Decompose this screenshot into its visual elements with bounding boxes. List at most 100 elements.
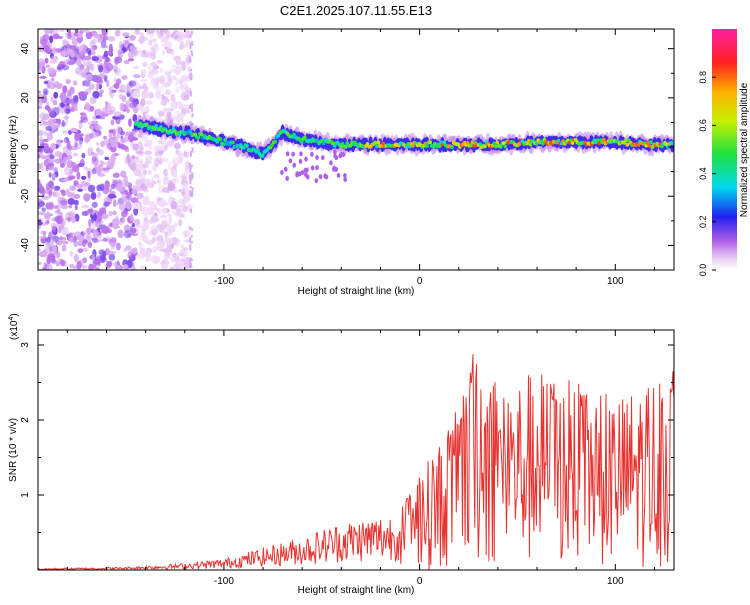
spectrogram-noise-blob bbox=[42, 143, 49, 152]
spectrogram-noise-blob bbox=[105, 62, 114, 72]
spectrogram-noise-streak bbox=[190, 192, 193, 197]
spectrogram-noise-blob bbox=[139, 85, 145, 89]
spectrogram-noise-blob bbox=[132, 114, 138, 123]
spectrogram-noise-blob bbox=[38, 179, 41, 186]
spectrogram-noise-blob bbox=[118, 40, 123, 50]
spectrogram-noise-blob bbox=[96, 142, 100, 146]
spectrogram-noise-blob bbox=[133, 87, 140, 95]
spectrogram-ridge-core bbox=[534, 141, 539, 146]
spectrogram-noise-blob bbox=[156, 86, 164, 92]
spectrogram-noise-blob bbox=[164, 89, 171, 96]
spectrogram-noise-blob bbox=[59, 92, 66, 102]
spectrogram-ridge-core bbox=[148, 125, 152, 129]
spectrogram-noise-blob bbox=[38, 185, 43, 194]
spectrogram-noise-blob bbox=[143, 36, 149, 41]
spectrogram-noise-blob bbox=[178, 103, 185, 111]
spectrogram-noise-blob bbox=[128, 80, 137, 87]
spectrogram-noise-blob bbox=[91, 254, 96, 261]
spectrogram-ridge-core bbox=[625, 142, 630, 147]
spectrogram-noise-blob bbox=[66, 140, 71, 149]
spectrogram-noise-blob bbox=[163, 249, 172, 256]
spectrogram-noise-blob bbox=[185, 52, 190, 61]
spectrogram-noise-blob bbox=[145, 258, 149, 262]
spectrogram-ridge-core bbox=[215, 139, 220, 144]
spectrogram-noise-blob bbox=[173, 175, 180, 184]
spectrogram-noise-streak bbox=[189, 104, 192, 109]
spectrogram-noise-blob bbox=[39, 236, 46, 239]
spectrogram-ridge-core bbox=[152, 127, 157, 131]
spectrogram-noise-blob bbox=[183, 247, 189, 251]
spectrogram-noise-blob bbox=[161, 50, 165, 56]
spectrogram-ridge-core bbox=[527, 138, 531, 143]
spectrogram-x-axis-label: Height of straight line (km) bbox=[298, 286, 415, 297]
spectrogram-noise-blob bbox=[101, 213, 109, 220]
spectrogram-noise-blob bbox=[106, 250, 113, 254]
spectrogram-noise-blob bbox=[95, 76, 103, 84]
spectrogram-noise-blob bbox=[91, 238, 99, 244]
spectrogram-ridge-tail bbox=[315, 155, 319, 160]
spectrogram-noise-blob bbox=[59, 109, 67, 114]
spectrogram-noise-blob bbox=[156, 145, 164, 151]
spectrogram-noise-blob bbox=[121, 193, 126, 203]
spectrogram-noise-streak bbox=[190, 50, 193, 55]
spectrogram-ridge-core bbox=[501, 141, 506, 146]
colorbar-tick-label: 0.2 bbox=[698, 216, 708, 229]
spectrogram-noise-blob bbox=[172, 189, 180, 193]
colorbar-tick-label: 0.8 bbox=[698, 71, 708, 84]
spectrogram-ridge-tail bbox=[332, 166, 336, 172]
spectrogram-ridge-core bbox=[321, 141, 326, 146]
spectrogram-noise-blob bbox=[140, 98, 146, 107]
spectrogram-noise-blob bbox=[171, 210, 175, 215]
spectrogram-noise-blob bbox=[108, 253, 116, 261]
spectrogram-noise-blob bbox=[115, 202, 120, 206]
spectrogram-noise-blob bbox=[119, 84, 127, 92]
spectrogram-noise-blob bbox=[145, 100, 153, 105]
spectrogram-noise-blob bbox=[119, 203, 126, 211]
spectrogram-noise-blob bbox=[169, 68, 176, 74]
spectrogram-noise-blob bbox=[59, 223, 64, 230]
spectrogram-ridge-core bbox=[492, 141, 497, 146]
spectrogram-noise-blob bbox=[87, 147, 94, 156]
spectrogram-noise-blob bbox=[110, 119, 115, 126]
spectrogram-noise-blob bbox=[38, 251, 47, 258]
spectrogram-noise-blob bbox=[91, 120, 96, 125]
spectrogram-noise-blob bbox=[144, 225, 149, 231]
spectrogram-noise-streak bbox=[189, 243, 192, 249]
spectrogram-noise-blob bbox=[99, 239, 103, 242]
spectrogram-noise-blob bbox=[83, 166, 89, 170]
spectrogram-noise-blob bbox=[62, 236, 67, 242]
spectrogram-noise-blob bbox=[74, 29, 79, 34]
spectrogram-noise-blob bbox=[45, 165, 49, 171]
spectrogram-noise-blob bbox=[78, 133, 84, 137]
spectrogram-noise-blob bbox=[129, 213, 134, 222]
spectrogram-noise-blob bbox=[82, 265, 88, 269]
spectrogram-noise-blob bbox=[74, 141, 78, 148]
spectrogram-noise-blob bbox=[72, 153, 79, 157]
spectrogram-noise-blob bbox=[126, 83, 130, 92]
spectrogram-noise-blob bbox=[88, 83, 95, 90]
spectrogram-noise-blob bbox=[140, 69, 145, 78]
spectrogram-noise-blob bbox=[121, 216, 126, 224]
spectrogram-noise-blob bbox=[76, 183, 83, 189]
spectrogram-noise-blob bbox=[155, 29, 159, 34]
spectrogram-noise-blob bbox=[138, 145, 144, 151]
spectrogram-noise-blob bbox=[45, 126, 53, 131]
spectrogram-noise-streak bbox=[189, 247, 192, 251]
spectrogram-noise-blob bbox=[157, 223, 162, 230]
spectrogram-noise-blob bbox=[45, 64, 50, 68]
spectrogram-noise-blob bbox=[129, 250, 134, 254]
spectrogram-noise-blob bbox=[137, 224, 142, 229]
spectrogram-noise-blob bbox=[76, 260, 82, 270]
spectrogram-noise-blob bbox=[38, 90, 42, 94]
spectrogram-noise-streak bbox=[190, 42, 193, 45]
spectrogram-noise-blob bbox=[123, 43, 128, 48]
spectrogram-noise-blob bbox=[178, 204, 187, 208]
spectrogram-ridge-tail bbox=[343, 173, 347, 179]
spectrogram-noise-blob bbox=[111, 89, 117, 93]
spectrogram-noise-blob bbox=[161, 219, 168, 226]
spectrogram-noise-blob bbox=[163, 202, 169, 206]
spectrogram-ridge-core bbox=[541, 141, 545, 146]
spectrogram-noise-blob bbox=[52, 191, 61, 198]
spectrogram-noise-blob bbox=[87, 208, 94, 214]
spectrogram-noise-blob bbox=[58, 240, 65, 244]
